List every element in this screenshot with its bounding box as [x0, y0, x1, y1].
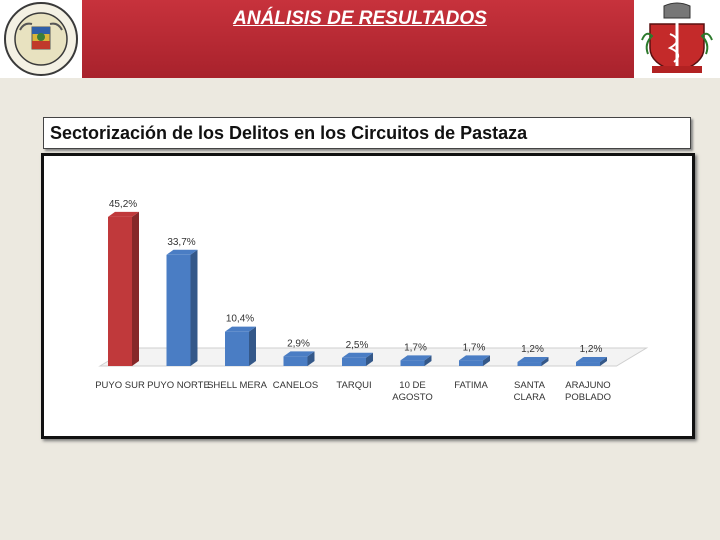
bar-top	[576, 357, 607, 363]
bar-side	[600, 357, 607, 366]
header-banner: ANÁLISIS DE RESULTADOS	[0, 0, 720, 78]
bar-side	[249, 326, 256, 366]
espe-logo	[0, 0, 82, 78]
data-label: 2,9%	[287, 338, 310, 349]
category-label: PUYO SUR	[95, 380, 145, 391]
bar-top	[225, 326, 256, 332]
bar-side	[366, 352, 373, 366]
bar-chart: 45,2% PUYO SUR 33,7% PUYO NORTE 10,4% SHELL M…	[95, 199, 649, 403]
bar-top	[108, 211, 139, 217]
chart-frame: 45,2% PUYO SUR 33,7% PUYO NORTE 10,4% SHELL M…	[41, 153, 695, 439]
category-label: CLARA	[514, 392, 546, 403]
bar	[576, 362, 600, 366]
category-label: 10 DE	[399, 380, 425, 391]
bar	[342, 357, 366, 366]
category-label: FATIMA	[454, 380, 488, 391]
category-label: SANTA	[514, 380, 546, 391]
category-label: TARQUI	[336, 380, 371, 391]
data-label: 10,4%	[226, 314, 254, 325]
bar	[166, 254, 191, 366]
data-label: 1,7%	[404, 342, 427, 353]
bar-side	[190, 249, 198, 366]
bar	[108, 216, 132, 366]
category-label: CANELOS	[273, 380, 318, 391]
bar	[517, 362, 542, 366]
bar-top	[342, 352, 373, 358]
bar-side	[424, 355, 432, 366]
bar-side	[132, 211, 139, 366]
category-label: AGOSTO	[392, 392, 432, 403]
page-title: ANÁLISIS DE RESULTADOS	[233, 8, 487, 29]
bar-top	[166, 249, 198, 255]
data-label: 1,2%	[521, 344, 544, 355]
data-label: 1,2%	[580, 344, 603, 355]
category-label: POBLADO	[565, 392, 611, 403]
bar-top	[400, 355, 432, 361]
category-label: ARAJUNO	[565, 380, 610, 391]
data-label: 45,2%	[109, 199, 137, 210]
military-crest-logo	[634, 0, 720, 78]
chart-heading: Sectorización de los Delitos en los Circ…	[50, 123, 528, 143]
bar	[400, 360, 425, 366]
bar-top	[283, 351, 315, 357]
bar	[283, 356, 308, 366]
data-label: 2,5%	[346, 340, 369, 351]
category-label: SHELL MERA	[207, 380, 267, 391]
bar-side	[483, 355, 490, 366]
bar-side	[541, 357, 549, 366]
bar	[225, 331, 249, 366]
data-label: 1,7%	[463, 342, 486, 353]
chart-heading-box: Sectorización de los Delitos en los Circ…	[43, 117, 691, 149]
bar-side	[307, 351, 315, 366]
bar	[459, 360, 483, 366]
category-label: PUYO NORTE	[147, 380, 210, 391]
bar-top	[459, 355, 490, 361]
bar-top	[517, 357, 549, 363]
data-label: 33,7%	[167, 237, 195, 248]
